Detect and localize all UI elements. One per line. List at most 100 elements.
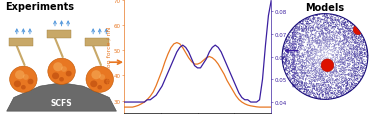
Point [338, 48, 344, 50]
Point [358, 68, 364, 70]
Point [328, 79, 334, 80]
Point [332, 67, 338, 68]
Point [327, 79, 333, 81]
Point [285, 47, 291, 49]
Point [292, 84, 298, 86]
Point [355, 53, 361, 54]
Point [295, 81, 301, 83]
Point [347, 63, 353, 65]
Point [283, 60, 289, 61]
Point [304, 51, 310, 53]
Point [282, 69, 288, 71]
Circle shape [21, 85, 26, 90]
Point [309, 34, 315, 36]
Point [284, 46, 290, 48]
Point [305, 61, 311, 62]
Point [340, 81, 346, 83]
Point [323, 22, 329, 24]
Point [305, 71, 311, 73]
Point [294, 40, 301, 42]
Point [358, 57, 364, 59]
Point [307, 83, 313, 85]
Point [297, 59, 303, 61]
Point [352, 63, 358, 65]
Point [344, 64, 350, 66]
Point [299, 83, 305, 85]
Point [293, 44, 299, 46]
Point [316, 34, 322, 35]
Point [326, 32, 332, 34]
Point [332, 64, 338, 66]
Point [283, 41, 289, 43]
Point [330, 78, 336, 80]
Point [290, 60, 296, 62]
Point [315, 52, 321, 54]
Point [334, 26, 340, 28]
Point [350, 39, 356, 41]
Point [301, 92, 307, 94]
Point [324, 46, 330, 47]
Point [320, 20, 326, 21]
Point [314, 19, 320, 21]
Point [310, 27, 316, 29]
Point [313, 49, 319, 51]
Point [290, 41, 296, 43]
Point [346, 53, 352, 54]
Point [294, 60, 300, 62]
Point [297, 82, 304, 83]
Point [290, 84, 296, 86]
Point [349, 31, 355, 33]
Point [361, 39, 367, 41]
Point [332, 81, 338, 82]
Point [307, 47, 313, 49]
Point [322, 71, 328, 73]
Point [290, 57, 296, 59]
Point [318, 36, 324, 38]
Point [309, 55, 315, 57]
Point [342, 53, 349, 55]
Point [315, 14, 321, 16]
Point [318, 78, 324, 80]
Point [341, 79, 347, 81]
Point [305, 19, 311, 21]
Point [319, 43, 325, 44]
Point [355, 57, 361, 59]
Point [341, 71, 347, 73]
Point [319, 95, 325, 97]
Point [315, 59, 321, 61]
Point [332, 37, 338, 39]
Point [322, 47, 328, 49]
Point [282, 58, 288, 60]
Point [313, 97, 319, 98]
Point [311, 77, 317, 79]
Point [333, 44, 339, 45]
Point [293, 55, 299, 57]
Point [291, 69, 297, 70]
Point [329, 37, 335, 39]
Point [307, 94, 313, 96]
Point [340, 74, 346, 76]
Point [289, 32, 295, 34]
Point [307, 21, 313, 22]
Point [323, 46, 329, 48]
Point [325, 23, 331, 25]
Point [327, 59, 333, 61]
Point [351, 48, 357, 50]
Point [336, 61, 342, 63]
Point [294, 49, 301, 51]
Point [355, 31, 361, 33]
Point [302, 85, 308, 87]
Point [356, 54, 362, 56]
Point [356, 63, 363, 65]
Point [309, 21, 315, 23]
Point [336, 45, 342, 47]
Point [306, 40, 312, 42]
Point [353, 49, 359, 51]
Point [355, 34, 361, 36]
Point [349, 83, 355, 85]
Point [296, 27, 302, 29]
Point [293, 43, 299, 45]
Point [318, 98, 324, 100]
Point [339, 84, 345, 85]
Point [293, 82, 299, 84]
